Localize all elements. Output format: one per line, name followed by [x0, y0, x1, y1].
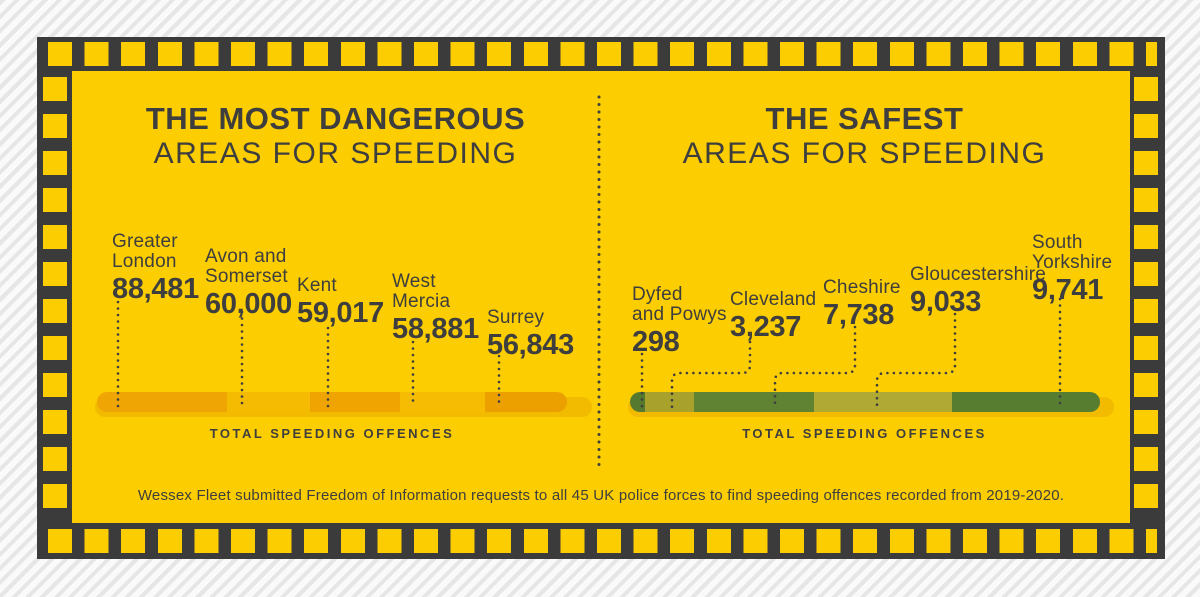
bar-segment: [814, 392, 952, 412]
area-label-gloucestershire: Gloucestershire 9,033: [910, 264, 1047, 318]
area-label-greater-london: Greater London 88,481: [112, 231, 199, 305]
area-label-cleveland: Cleveland 3,237: [730, 289, 817, 343]
bar-segment: [97, 392, 227, 412]
bar-segment: [485, 392, 567, 412]
area-value: 7,738: [823, 299, 895, 331]
title-line-1: THE MOST DANGEROUS: [145, 101, 526, 136]
area-value: 298: [632, 326, 680, 358]
title-line-2: AREAS FOR SPEEDING: [153, 137, 518, 170]
area-label-cheshire: Cheshire 7,738: [823, 277, 901, 331]
area-value: 88,481: [112, 273, 199, 305]
bar-segment: [630, 392, 645, 412]
offences-bar-dangerous: [97, 392, 567, 412]
frame-squares-right: [1134, 77, 1158, 517]
area-name: South Yorkshire: [1032, 232, 1113, 273]
area-label-west-mercia: West Mercia 58,881: [392, 271, 479, 345]
frame-squares-top: [48, 42, 1157, 66]
area-name: Avon and Somerset: [205, 246, 288, 287]
offences-bar-safest: [630, 392, 1100, 412]
title-safest: THE SAFEST AREAS FOR SPEEDING: [599, 101, 1130, 171]
area-value: 56,843: [487, 329, 574, 361]
bar-segment: [400, 392, 485, 412]
area-value: 59,017: [297, 297, 384, 329]
area-value: 9,033: [910, 286, 982, 318]
frame-squares-bottom: [48, 529, 1157, 553]
bar-segment: [310, 392, 400, 412]
bar-segment: [227, 392, 310, 412]
content-panel: THE MOST DANGEROUS AREAS FOR SPEEDING TH…: [72, 71, 1130, 523]
bar-segment: [645, 392, 694, 412]
area-value: 58,881: [392, 313, 479, 345]
area-value: 60,000: [205, 288, 292, 320]
area-name: Greater London: [112, 231, 178, 272]
area-name: Cheshire: [823, 277, 901, 298]
area-value: 3,237: [730, 311, 802, 343]
film-strip-frame: THE MOST DANGEROUS AREAS FOR SPEEDING TH…: [37, 37, 1165, 559]
area-name: Cleveland: [730, 289, 817, 310]
area-value: 9,741: [1032, 274, 1104, 306]
area-name: Dyfed and Powys: [632, 284, 727, 325]
bar-segment: [694, 392, 814, 412]
area-label-avon-and-somerset: Avon and Somerset 60,000: [205, 246, 292, 320]
bar-segment: [952, 392, 1100, 412]
frame-squares-left: [43, 77, 67, 517]
source-note: Wessex Fleet submitted Freedom of Inform…: [137, 487, 1065, 504]
axis-label-dangerous: TOTAL SPEEDING OFFENCES: [209, 426, 455, 441]
area-label-south-yorkshire: South Yorkshire 9,741: [1032, 232, 1113, 306]
area-name: West Mercia: [392, 271, 451, 312]
area-name: Kent: [297, 275, 337, 296]
title-line-1: THE SAFEST: [765, 101, 964, 136]
axis-label-safest: TOTAL SPEEDING OFFENCES: [742, 426, 987, 441]
area-name: Gloucestershire: [910, 264, 1047, 285]
area-label-kent: Kent 59,017: [297, 275, 384, 329]
title-most-dangerous: THE MOST DANGEROUS AREAS FOR SPEEDING: [72, 101, 599, 171]
area-label-surrey: Surrey 56,843: [487, 307, 574, 361]
area-name: Surrey: [487, 307, 545, 328]
title-line-2: AREAS FOR SPEEDING: [682, 137, 1047, 170]
area-label-dyfed-and-powys: Dyfed and Powys 298: [632, 284, 727, 358]
